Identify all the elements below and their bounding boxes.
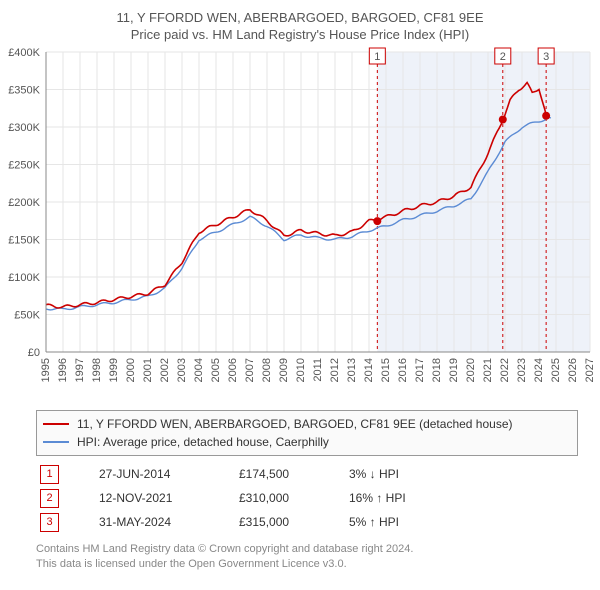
legend-row: 11, Y FFORDD WEN, ABERBARGOED, BARGOED, … (43, 415, 571, 433)
svg-text:2017: 2017 (414, 358, 426, 382)
event-row: 3 31-MAY-2024 £315,000 5% ↑ HPI (36, 510, 564, 534)
svg-text:2015: 2015 (380, 358, 392, 382)
legend-label: HPI: Average price, detached house, Caer… (77, 435, 329, 449)
event-hpi: 5% ↑ HPI (349, 515, 459, 529)
svg-text:2009: 2009 (278, 358, 290, 382)
svg-text:1995: 1995 (40, 358, 52, 382)
event-date: 12-NOV-2021 (59, 491, 239, 505)
svg-text:2004: 2004 (193, 358, 205, 382)
svg-text:2001: 2001 (142, 358, 154, 382)
svg-text:2026: 2026 (567, 358, 579, 382)
event-table: 1 27-JUN-2014 £174,500 3% ↓ HPI 2 12-NOV… (36, 462, 564, 534)
svg-text:2008: 2008 (261, 358, 273, 382)
legend-row: HPI: Average price, detached house, Caer… (43, 433, 571, 451)
event-badge: 3 (40, 513, 59, 532)
svg-text:£300K: £300K (8, 122, 40, 134)
svg-text:2007: 2007 (244, 358, 256, 382)
svg-text:2010: 2010 (295, 358, 307, 382)
svg-text:2011: 2011 (312, 358, 324, 382)
svg-text:£150K: £150K (8, 235, 40, 247)
svg-text:1996: 1996 (57, 358, 69, 382)
svg-text:2027: 2027 (584, 358, 596, 382)
price-chart: £0 £50K £100K £150K £200K £250K £300K £350K £400… (0, 46, 600, 402)
svg-text:2012: 2012 (329, 358, 341, 382)
svg-text:2020: 2020 (465, 358, 477, 382)
svg-text:2018: 2018 (431, 358, 443, 382)
svg-text:2005: 2005 (210, 358, 222, 382)
svg-text:£100K: £100K (8, 272, 40, 284)
svg-text:2013: 2013 (346, 358, 358, 382)
svg-text:1: 1 (374, 51, 380, 63)
event-row: 2 12-NOV-2021 £310,000 16% ↑ HPI (36, 486, 564, 510)
svg-text:£250K: £250K (8, 160, 40, 172)
event-row: 1 27-JUN-2014 £174,500 3% ↓ HPI (36, 462, 564, 486)
svg-text:£0: £0 (28, 347, 40, 359)
event-date: 31-MAY-2024 (59, 515, 239, 529)
svg-text:3: 3 (543, 51, 549, 63)
legend: 11, Y FFORDD WEN, ABERBARGOED, BARGOED, … (36, 410, 578, 456)
footer-line2: This data is licensed under the Open Gov… (36, 557, 564, 572)
footer-line1: Contains HM Land Registry data © Crown c… (36, 542, 564, 557)
svg-text:1997: 1997 (74, 358, 86, 382)
legend-label: 11, Y FFORDD WEN, ABERBARGOED, BARGOED, … (77, 417, 513, 431)
svg-text:£400K: £400K (8, 47, 40, 59)
page-title-line1: 11, Y FFORDD WEN, ABERBARGOED, BARGOED, … (0, 10, 600, 25)
event-price: £174,500 (239, 467, 349, 481)
event-date: 27-JUN-2014 (59, 467, 239, 481)
legend-swatch (43, 441, 69, 443)
event-price: £310,000 (239, 491, 349, 505)
svg-text:1999: 1999 (108, 358, 120, 382)
svg-text:2021: 2021 (482, 358, 494, 382)
svg-text:2014: 2014 (363, 358, 375, 382)
svg-text:2024: 2024 (533, 358, 545, 382)
event-hpi: 16% ↑ HPI (349, 491, 459, 505)
svg-text:2016: 2016 (397, 358, 409, 382)
svg-text:2019: 2019 (448, 358, 460, 382)
svg-text:2: 2 (500, 51, 506, 63)
svg-text:2022: 2022 (499, 358, 511, 382)
svg-text:2023: 2023 (516, 358, 528, 382)
svg-text:£50K: £50K (14, 310, 40, 322)
svg-text:£200K: £200K (8, 197, 40, 209)
event-price: £315,000 (239, 515, 349, 529)
svg-text:2003: 2003 (176, 358, 188, 382)
svg-text:2006: 2006 (227, 358, 239, 382)
event-badge: 1 (40, 465, 59, 484)
event-badge: 2 (40, 489, 59, 508)
svg-text:2025: 2025 (550, 358, 562, 382)
footer: Contains HM Land Registry data © Crown c… (36, 542, 564, 572)
event-hpi: 3% ↓ HPI (349, 467, 459, 481)
svg-text:1998: 1998 (91, 358, 103, 382)
page-title-line2: Price paid vs. HM Land Registry's House … (0, 27, 600, 42)
svg-text:£350K: £350K (8, 85, 40, 97)
svg-text:2002: 2002 (159, 358, 171, 382)
legend-swatch (43, 423, 69, 425)
svg-text:2000: 2000 (125, 358, 137, 382)
